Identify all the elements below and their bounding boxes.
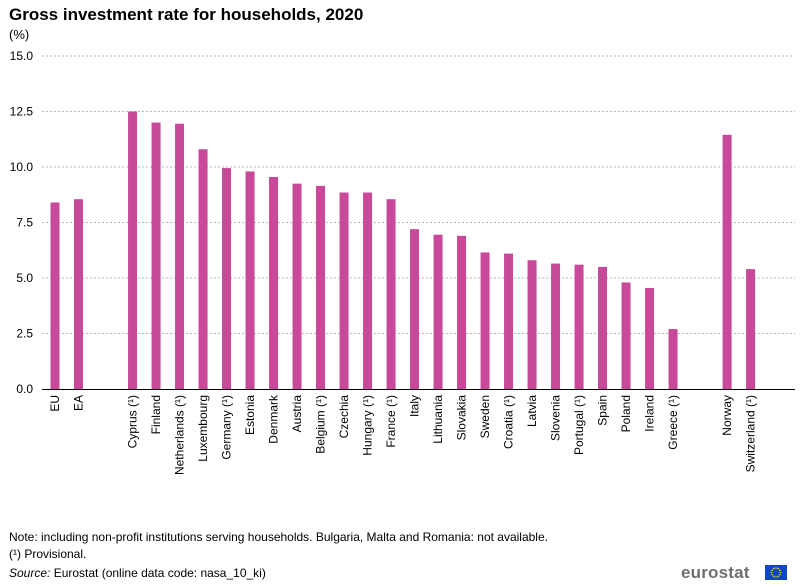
bar	[198, 149, 208, 389]
x-tick-label: Luxembourg	[196, 395, 210, 462]
x-tick-label: Portugal (¹)	[572, 395, 586, 455]
flag-star	[772, 575, 775, 578]
x-tick-label: Austria	[290, 395, 304, 433]
bar	[50, 202, 60, 389]
y-tick-label: 15.0	[10, 49, 34, 63]
footnote-note: Note: including non-profit institutions …	[9, 530, 548, 544]
y-tick-label: 2.5	[16, 327, 33, 341]
eu-flag-icon	[765, 565, 787, 580]
bar	[504, 253, 514, 389]
x-tick-label: Czechia	[337, 395, 351, 439]
flag-star	[779, 573, 781, 576]
bar	[598, 266, 608, 389]
source-label: Source:	[9, 566, 51, 580]
flag-star	[775, 576, 777, 578]
eurostat-logo: eurostat	[681, 563, 787, 583]
x-tick-label: Norway	[720, 395, 734, 436]
bar	[175, 123, 185, 390]
bar	[551, 263, 561, 389]
x-tick-label: Slovenia	[549, 395, 563, 441]
bar	[433, 234, 443, 389]
flag-star	[772, 567, 775, 570]
bar	[527, 260, 537, 389]
x-tick-label: Estonia	[243, 395, 257, 435]
flag-star	[775, 567, 777, 569]
y-tick-label: 7.5	[16, 216, 33, 230]
x-tick-label: Serbia (¹)	[798, 395, 800, 445]
flag-star	[777, 567, 780, 570]
source-text: Eurostat (online data code: nasa_10_ki)	[50, 566, 266, 580]
bar	[480, 252, 490, 389]
eurostat-logo-text: eurostat	[681, 563, 750, 582]
x-tick-label: Greece (¹)	[666, 395, 680, 450]
bar	[292, 183, 302, 389]
x-tick-label: Netherlands (¹)	[173, 395, 187, 475]
bar	[151, 122, 161, 389]
x-tick-label: Switzerland (¹)	[744, 395, 758, 472]
flag-star	[779, 569, 781, 572]
bar	[746, 269, 756, 389]
y-tick-label: 12.5	[10, 105, 34, 119]
x-tick-label: Sweden	[478, 395, 492, 438]
bar	[245, 171, 255, 389]
x-tick-label: Latvia	[525, 395, 539, 427]
bar	[363, 192, 373, 389]
x-tick-label: Lithuania	[431, 395, 445, 444]
bar	[574, 264, 584, 389]
footnote-source: Source: Eurostat (online data code: nasa…	[9, 566, 266, 580]
x-tick-label: Spain	[596, 395, 610, 426]
x-tick-label: Hungary (¹)	[361, 395, 375, 456]
footnote-provisional: (¹) Provisional.	[9, 547, 87, 561]
y-tick-label: 5.0	[16, 271, 33, 285]
flag-background	[765, 565, 787, 580]
bar-chart: 0.0 2.5 5.0 7.5 10.0 12.5 15.0 EU EA Cyprus (¹) Fi…	[10, 49, 800, 475]
x-tick-label: Slovakia	[455, 395, 469, 441]
flag-star	[779, 571, 782, 574]
x-tick-label: Poland	[619, 395, 633, 432]
bar	[621, 282, 631, 389]
x-tick-label: Denmark	[267, 394, 281, 444]
x-tick-label: Croatia (¹)	[502, 395, 516, 449]
x-tick-label: Italy	[408, 395, 422, 417]
bar	[668, 329, 678, 389]
x-tick-label: Cyprus (¹)	[126, 395, 140, 448]
x-tick-label: EA	[72, 395, 86, 411]
x-tick-label: Finland	[149, 395, 163, 434]
unit-label: (%)	[9, 27, 30, 42]
bar	[645, 287, 655, 389]
bar	[316, 185, 326, 389]
chart-title: Gross investment rate for households, 20…	[9, 5, 364, 24]
flag-star	[771, 569, 773, 572]
y-tick-label: 10.0	[10, 160, 34, 174]
x-tick-label: France (¹)	[384, 395, 398, 448]
bar	[128, 111, 138, 389]
x-tick-label: Belgium (¹)	[314, 395, 328, 454]
x-tick-label: EU	[48, 395, 62, 412]
flag-star	[777, 575, 780, 578]
bar	[410, 229, 420, 389]
bar	[722, 134, 732, 389]
bar	[74, 199, 83, 389]
bar	[339, 192, 349, 389]
flag-star	[771, 573, 773, 576]
bar	[457, 235, 467, 389]
bar	[269, 176, 279, 389]
y-tick-label: 0.0	[16, 382, 33, 396]
bar	[222, 168, 232, 389]
x-tick-label: Ireland	[643, 395, 657, 432]
x-tick-label: Germany (¹)	[220, 395, 234, 460]
bar	[386, 199, 396, 389]
flag-star	[770, 571, 773, 574]
